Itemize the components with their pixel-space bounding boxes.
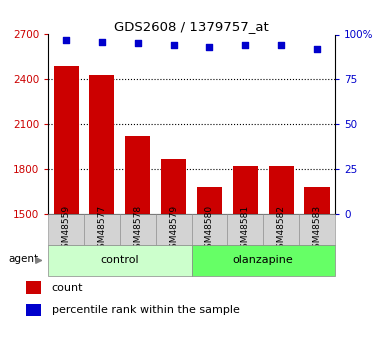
Bar (26, 282, 42, 294)
Text: control: control (100, 256, 139, 265)
Bar (269, 166, 294, 214)
Point (278, 42, 284, 48)
Point (63, 37, 69, 43)
Text: GSM48580: GSM48580 (205, 205, 214, 254)
Point (206, 44, 213, 50)
Bar (192, 214, 228, 245)
Bar (84, 214, 120, 245)
Bar (299, 214, 335, 245)
Bar (228, 214, 263, 245)
Bar (192, 245, 335, 276)
Bar (89, 75, 114, 214)
Point (242, 42, 248, 48)
Bar (120, 214, 156, 245)
Bar (197, 187, 222, 214)
Bar (48, 214, 84, 245)
Text: GSM48559: GSM48559 (62, 205, 70, 254)
Bar (26, 304, 42, 316)
Text: GSM48579: GSM48579 (169, 205, 178, 254)
Bar (125, 136, 150, 214)
Title: GDS2608 / 1379757_at: GDS2608 / 1379757_at (114, 20, 269, 33)
Text: olanzapine: olanzapine (233, 256, 294, 265)
Bar (233, 166, 258, 214)
Bar (305, 187, 330, 214)
Text: GSM48577: GSM48577 (97, 205, 106, 254)
Bar (161, 159, 186, 214)
Point (171, 42, 177, 48)
Bar (48, 245, 192, 276)
Point (135, 41, 141, 46)
Text: GSM48582: GSM48582 (277, 205, 286, 254)
Point (99, 39, 105, 45)
Text: GSM48583: GSM48583 (313, 205, 321, 254)
Text: count: count (52, 283, 83, 293)
Bar (263, 214, 299, 245)
Bar (54, 66, 79, 214)
Point (314, 46, 320, 52)
Text: GSM48581: GSM48581 (241, 205, 250, 254)
Bar (156, 214, 192, 245)
Text: percentile rank within the sample: percentile rank within the sample (52, 305, 240, 315)
Text: GSM48578: GSM48578 (133, 205, 142, 254)
Text: agent: agent (8, 254, 39, 264)
